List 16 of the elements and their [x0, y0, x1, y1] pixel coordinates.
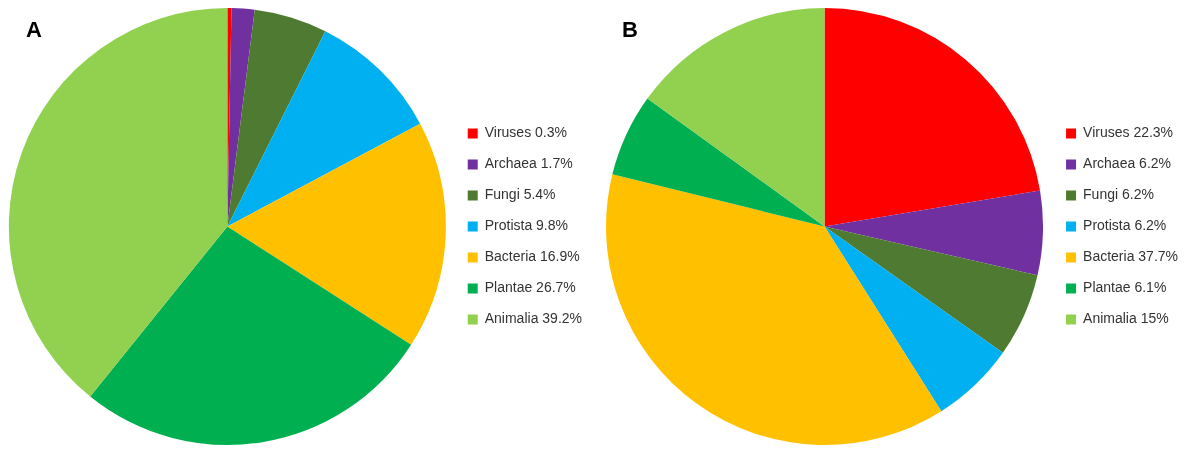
legend-label: Plantae 6.1%: [1083, 279, 1167, 296]
legend-label: Animalia 39.2%: [484, 310, 583, 327]
legend-label: Archaea 6.2%: [1083, 155, 1172, 172]
chart-title: B: [622, 17, 638, 43]
legend-label: Bacteria 37.7%: [1083, 248, 1179, 265]
legend-label: Viruses 0.3%: [484, 124, 567, 141]
legend-label: Protista 6.2%: [1083, 217, 1167, 234]
legend-label: Protista 9.8%: [484, 217, 568, 234]
legend-label: Bacteria 16.9%: [484, 248, 580, 265]
legend-label: Fungi 5.4%: [484, 186, 556, 203]
chart-title: A: [26, 17, 42, 43]
legend-label: Fungi 6.2%: [1083, 186, 1154, 203]
legend-label: Archaea 1.7%: [484, 155, 573, 172]
legend-label: Animalia 15%: [1083, 310, 1169, 327]
legend-label: Viruses 22.3%: [1083, 124, 1174, 141]
legend-label: Plantae 26.7%: [484, 279, 576, 296]
